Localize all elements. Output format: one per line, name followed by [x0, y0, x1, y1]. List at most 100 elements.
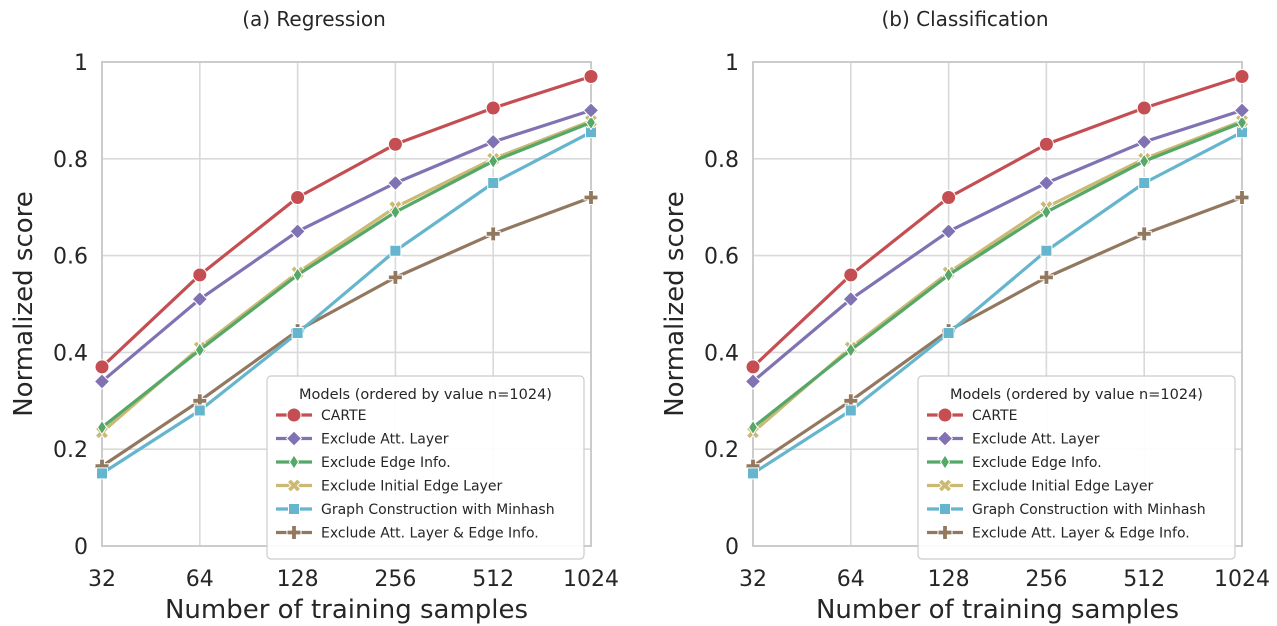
- legend-entry: CARTE: [927, 407, 1017, 424]
- data-point: [485, 226, 501, 242]
- y-tick-label: 0.2: [704, 438, 739, 463]
- data-point: [585, 114, 597, 131]
- series-line: [101, 121, 592, 429]
- legend-label: Exclude Att. Layer: [972, 432, 1100, 448]
- data-point: [747, 467, 759, 480]
- data-point: [842, 290, 860, 308]
- data-point: [844, 404, 857, 417]
- y-tick-label: 0: [74, 535, 88, 560]
- data-point: [843, 267, 859, 283]
- legend-entry: Exclude Att. Layer & Edge Info.: [927, 525, 1190, 542]
- series-line: [752, 121, 1243, 429]
- y-axis-label: Normalized score: [660, 191, 690, 417]
- data-point: [387, 269, 403, 285]
- series-carte: [94, 69, 599, 375]
- series-exclude-att-layer: [93, 102, 600, 390]
- legend-label: Exclude Att. Layer: [321, 432, 449, 448]
- data-point: [1136, 100, 1152, 116]
- data-point: [290, 190, 306, 206]
- legend-marker: [288, 503, 300, 515]
- x-tick-label: 256: [374, 567, 416, 592]
- x-tick-label: 512: [1123, 567, 1165, 592]
- data-point: [941, 190, 957, 206]
- y-tick-label: 0.4: [53, 341, 88, 366]
- legend-marker: [937, 478, 953, 493]
- chart-panel-1: 0 0.2 0.4 0.6 0.8 1 32 64 128 256 512 1024 (a) Regre…: [9, 7, 619, 625]
- legend-entry: Exclude Att. Layer: [276, 430, 449, 448]
- data-point: [582, 102, 600, 119]
- legend-box: [917, 375, 1236, 560]
- data-point: [387, 136, 403, 152]
- data-point: [1234, 190, 1250, 206]
- series-line: [101, 196, 592, 468]
- x-tick-label: 32: [739, 567, 767, 592]
- series-exclude-att-layer-edge-info: [745, 190, 1250, 474]
- y-tick-label: 0.6: [704, 245, 739, 270]
- legend-marker: [286, 525, 302, 540]
- legend-marker: [285, 430, 303, 447]
- data-point: [745, 359, 761, 375]
- data-point: [191, 290, 209, 308]
- x-tick-label: 256: [1025, 567, 1067, 592]
- y-axis-label: Normalized score: [9, 191, 39, 417]
- legend-label: CARTE: [321, 408, 366, 424]
- x-tick-label: 64: [837, 567, 865, 592]
- legend-label: Exclude Initial Edge Layer: [321, 479, 502, 495]
- data-point: [292, 267, 303, 283]
- x-tick-label: 32: [88, 567, 116, 592]
- y-tick-label: 0: [725, 535, 739, 560]
- data-point: [291, 327, 304, 340]
- series-line: [751, 108, 1243, 383]
- legend-entry: Exclude Att. Layer: [927, 430, 1100, 448]
- data-point: [488, 153, 499, 170]
- series-line: [100, 74, 592, 369]
- data-point: [1038, 174, 1055, 192]
- data-point: [747, 419, 759, 436]
- data-point: [1139, 153, 1150, 170]
- legend-entry: Exclude Edge Info.: [276, 454, 451, 471]
- legend-marker: [937, 407, 953, 423]
- legend-label: Exclude Att. Layer & Edge Info.: [321, 526, 539, 542]
- y-tick-label: 1: [725, 51, 739, 76]
- series-line: [101, 130, 592, 475]
- legend-entry: CARTE: [276, 407, 366, 424]
- series-line: [752, 130, 1243, 475]
- series-line: [100, 108, 592, 383]
- data-point: [93, 373, 111, 390]
- series-carte: [745, 69, 1250, 375]
- legend-entry: Exclude Edge Info.: [927, 454, 1102, 471]
- x-tick-label: 128: [928, 567, 970, 592]
- data-point: [487, 177, 500, 189]
- data-point: [96, 419, 108, 436]
- y-tick-label: 0.8: [53, 148, 88, 173]
- data-point: [485, 100, 501, 116]
- series-exclude-edge-info: [96, 114, 597, 436]
- chart-title: (b) Classification: [882, 7, 1049, 31]
- legend-marker: [937, 525, 953, 540]
- legend-label: Exclude Edge Info.: [972, 455, 1102, 471]
- x-tick-label: 512: [472, 567, 514, 592]
- x-axis-label: Number of training samples: [816, 595, 1179, 625]
- legend-label: Graph Construction with Minhash: [972, 502, 1206, 518]
- legend-entry: Exclude Initial Edge Layer: [927, 478, 1153, 495]
- data-point: [583, 190, 599, 206]
- y-tick-label: 0.8: [704, 148, 739, 173]
- legend-marker: [286, 478, 302, 493]
- legend-marker: [936, 430, 954, 447]
- legend: Models (ordered by value n=1024) CARTE Exc…: [266, 375, 585, 560]
- data-point: [845, 342, 856, 358]
- x-tick-label: 1024: [563, 567, 619, 592]
- legend-label: CARTE: [972, 408, 1017, 424]
- legend-entry: Graph Construction with Minhash: [276, 502, 555, 518]
- series-line: [751, 74, 1243, 369]
- y-tick-label: 0.4: [704, 341, 739, 366]
- data-point: [289, 223, 306, 240]
- data-point: [744, 373, 762, 390]
- data-point: [942, 327, 955, 340]
- data-point: [96, 467, 108, 480]
- legend-label: Graph Construction with Minhash: [321, 502, 555, 518]
- legend-entry: Exclude Initial Edge Layer: [276, 478, 502, 495]
- x-tick-label: 64: [186, 567, 214, 592]
- data-point: [1236, 114, 1248, 131]
- data-point: [1135, 133, 1153, 151]
